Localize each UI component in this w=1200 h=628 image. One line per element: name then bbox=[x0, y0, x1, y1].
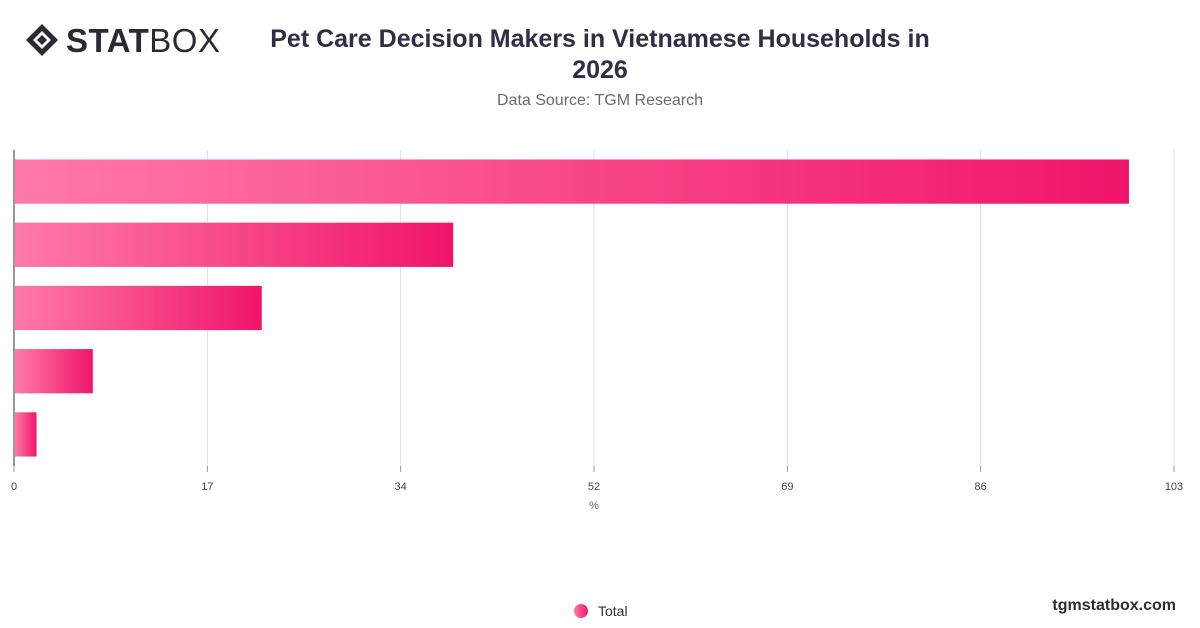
bar[interactable] bbox=[15, 222, 454, 267]
footer-site-link[interactable]: tgmstatbox.com bbox=[1052, 597, 1176, 614]
x-tick-label: 34 bbox=[395, 481, 407, 493]
logo-thin-text: BOX bbox=[149, 21, 221, 59]
chart-title-line2: 2026 bbox=[572, 56, 628, 84]
x-tick-label: 52 bbox=[588, 481, 600, 493]
x-tick-label: 103 bbox=[1165, 481, 1183, 493]
x-tick-label: 17 bbox=[201, 481, 213, 493]
bar[interactable] bbox=[15, 349, 93, 394]
bars bbox=[15, 159, 1129, 457]
logo-bold-text: STAT bbox=[66, 21, 150, 59]
x-tick-label: 69 bbox=[781, 481, 793, 493]
bar-chart: 0 17 34 52 69 86 103 % bbox=[11, 150, 1183, 512]
legend-swatch bbox=[574, 604, 588, 618]
bar[interactable] bbox=[15, 412, 37, 457]
bar[interactable] bbox=[15, 285, 262, 331]
statbox-diamond-icon bbox=[26, 24, 58, 56]
statbox-logo: STAT BOX bbox=[24, 22, 220, 58]
x-axis-title: % bbox=[589, 500, 599, 512]
bar[interactable] bbox=[15, 159, 1129, 204]
x-tick-label: 86 bbox=[975, 481, 987, 493]
legend-label-total: Total bbox=[598, 603, 628, 619]
logo-wordmark: STAT BOX bbox=[66, 24, 220, 57]
chart-subtitle: Data Source: TGM Research bbox=[496, 92, 703, 109]
x-axis: 0 17 34 52 69 86 103 bbox=[11, 466, 1183, 493]
chart-title: Pet Care Decision Makers in Vietnamese H… bbox=[250, 24, 950, 86]
legend[interactable]: Total bbox=[574, 603, 628, 619]
chart-title-line1: Pet Care Decision Makers in Vietnamese H… bbox=[270, 25, 930, 53]
x-tick-label: 0 bbox=[11, 481, 17, 493]
